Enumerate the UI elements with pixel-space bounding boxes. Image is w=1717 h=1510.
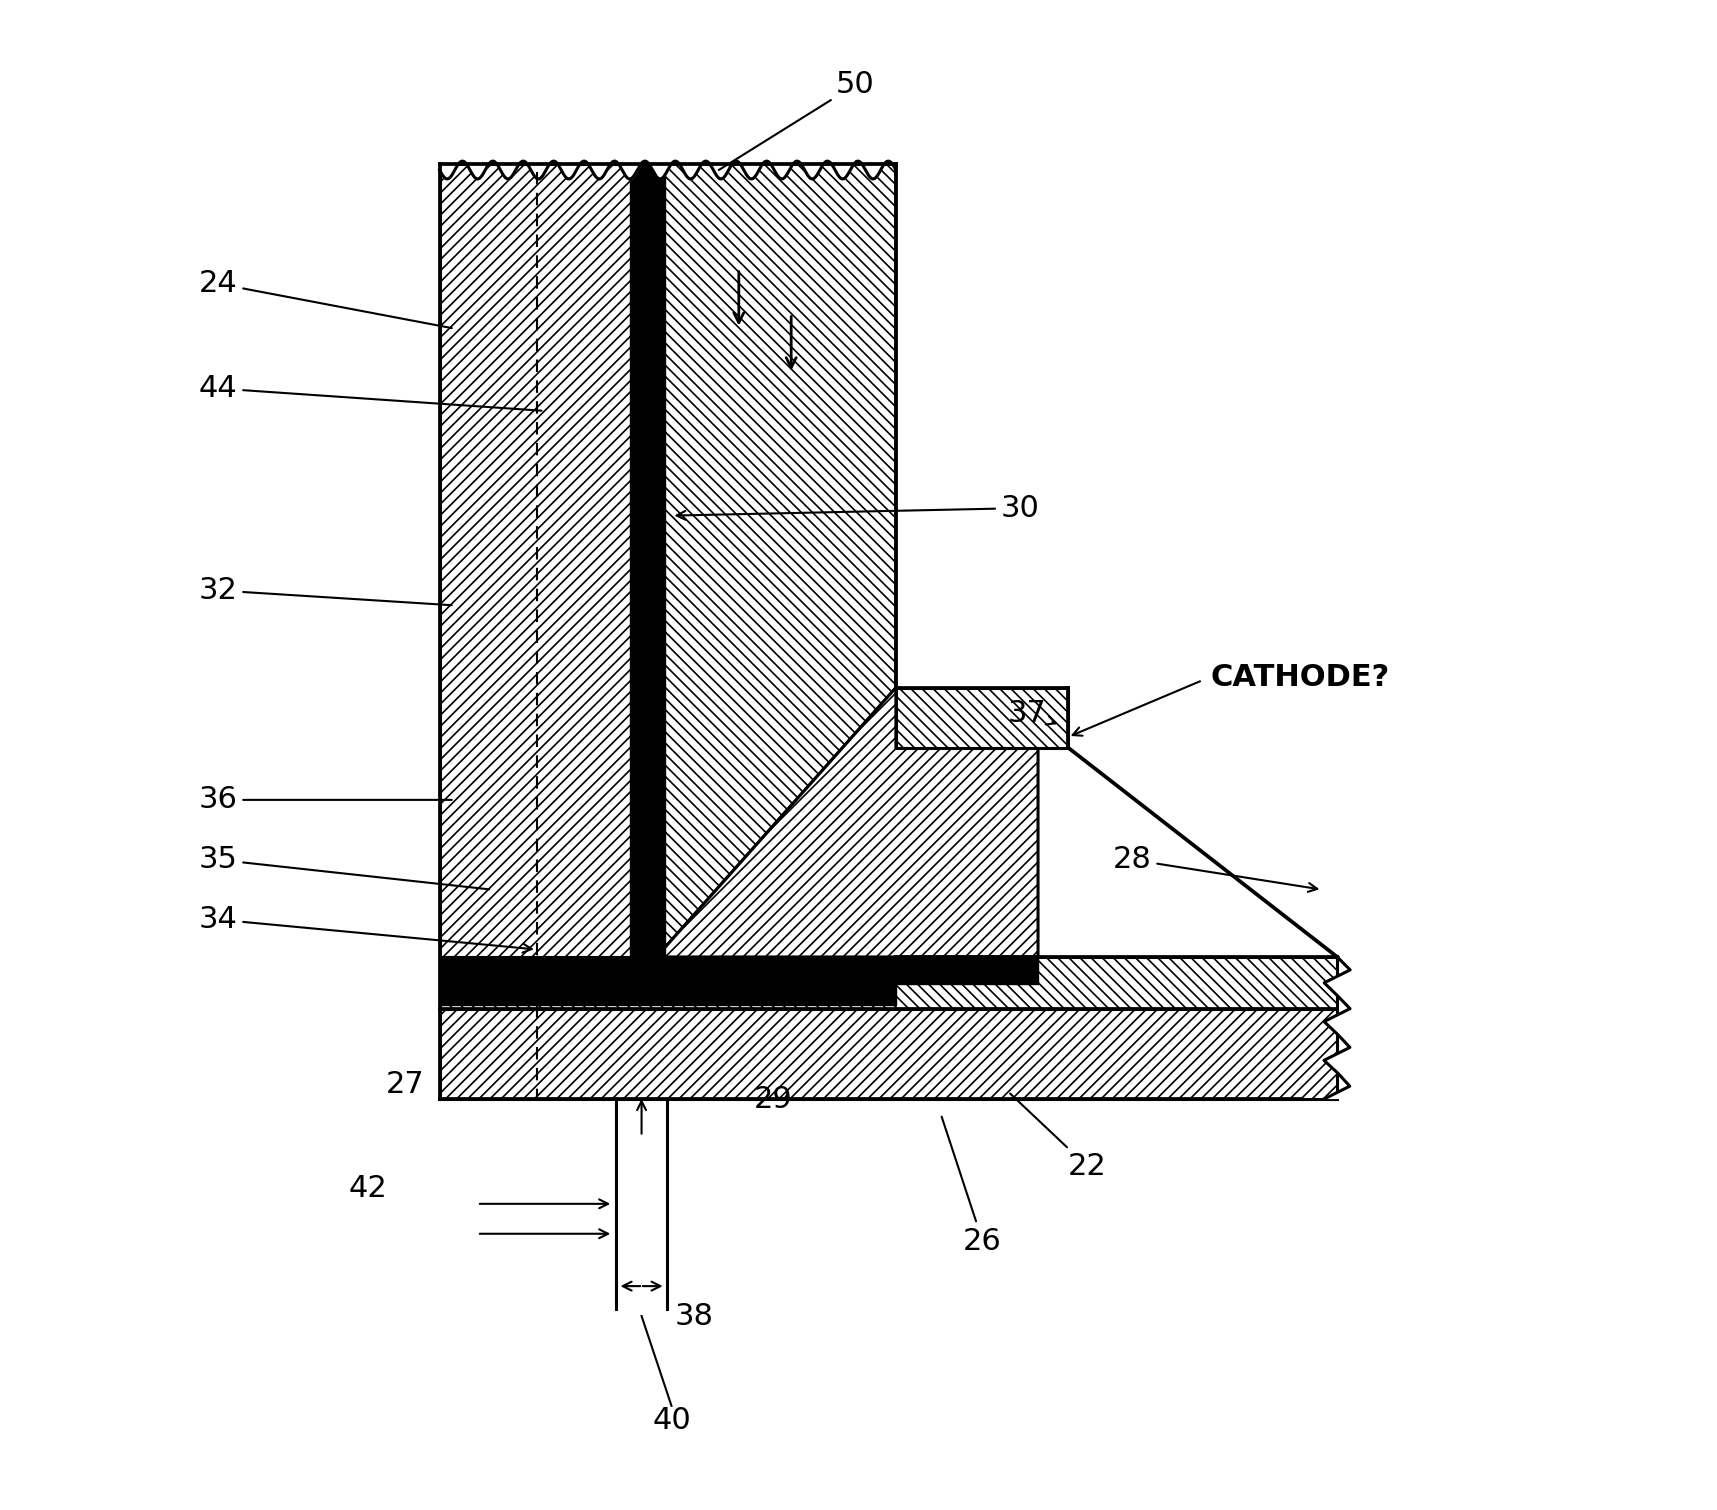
Text: 29: 29: [754, 1084, 793, 1113]
Polygon shape: [656, 687, 1039, 957]
Text: 42: 42: [349, 1175, 388, 1203]
Text: 22: 22: [1010, 1093, 1107, 1181]
Text: 36: 36: [199, 785, 452, 814]
Text: 32: 32: [199, 575, 452, 606]
Text: 38: 38: [675, 1302, 714, 1330]
Text: 44: 44: [199, 374, 541, 411]
Text: CATHODE?: CATHODE?: [1210, 663, 1389, 692]
Text: 24: 24: [199, 269, 452, 328]
Text: 35: 35: [199, 846, 489, 889]
Polygon shape: [440, 957, 1338, 1009]
Text: 30: 30: [676, 494, 1039, 522]
Text: 28: 28: [1113, 846, 1317, 892]
Text: 50: 50: [719, 71, 874, 171]
Text: 40: 40: [652, 1406, 690, 1436]
Polygon shape: [896, 687, 1068, 747]
Text: 27: 27: [386, 1069, 424, 1099]
Text: 26: 26: [941, 1117, 1003, 1256]
Polygon shape: [440, 165, 656, 957]
Polygon shape: [440, 1009, 1338, 1099]
Polygon shape: [1324, 957, 1607, 1099]
Polygon shape: [656, 165, 896, 957]
Text: 37: 37: [1008, 699, 1056, 728]
Text: 34: 34: [199, 904, 532, 953]
